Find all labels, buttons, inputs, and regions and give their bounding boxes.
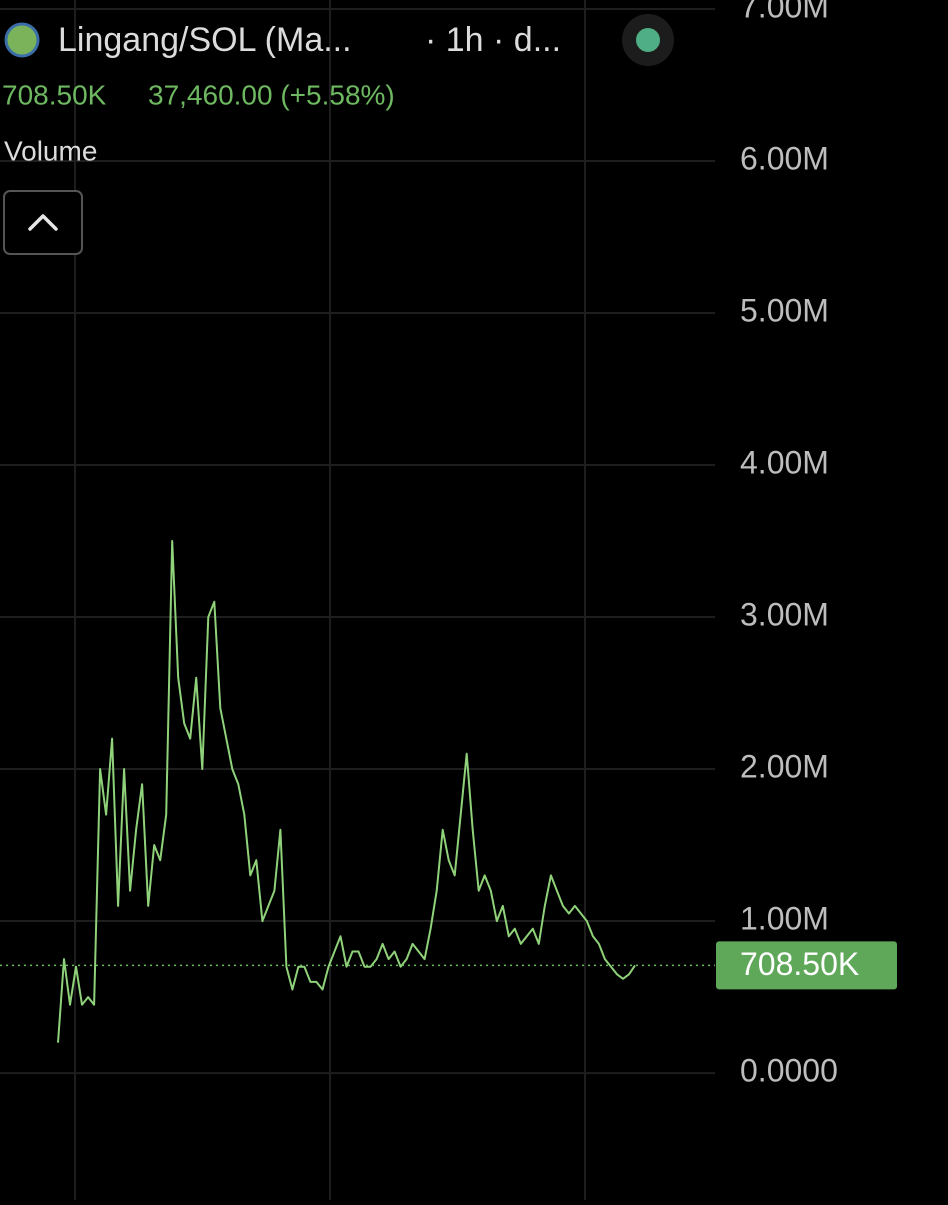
y-axis: 0.0000 1.00M 2.00M 3.00M 4.00M 5.00M 6.00M 7.00… bbox=[716, 0, 897, 1089]
interval[interactable]: · 1h · d... bbox=[425, 21, 561, 59]
token-icon bbox=[4, 22, 40, 58]
last-price-label: 708.50K bbox=[740, 946, 859, 982]
y-tick-label: 1.00M bbox=[740, 901, 829, 937]
last-price-box bbox=[716, 941, 897, 990]
chevron-icon bbox=[28, 214, 58, 231]
plot bbox=[0, 540, 715, 1043]
y-tick-label: 0.0000 bbox=[740, 1053, 838, 1089]
last-price: 708.50K bbox=[2, 79, 107, 110]
y-tick-label: 7.00M bbox=[740, 0, 829, 24]
price-line bbox=[57, 540, 636, 1043]
status-dot bbox=[636, 28, 660, 52]
pair-title[interactable]: Lingang/SOL (Ma... bbox=[58, 21, 352, 59]
horizontal-grid bbox=[0, 7, 715, 1075]
y-tick-label: 4.00M bbox=[740, 444, 829, 480]
y-tick-label: 3.00M bbox=[740, 596, 829, 632]
price-change: 37,460.00 (+5.58%) bbox=[148, 79, 395, 110]
collapse-button[interactable] bbox=[3, 190, 83, 255]
y-tick-label: 6.00M bbox=[740, 140, 829, 176]
y-tick-label: 2.00M bbox=[740, 748, 829, 784]
indicator-label: Volume bbox=[4, 135, 97, 166]
y-tick-label: 5.00M bbox=[740, 292, 829, 328]
